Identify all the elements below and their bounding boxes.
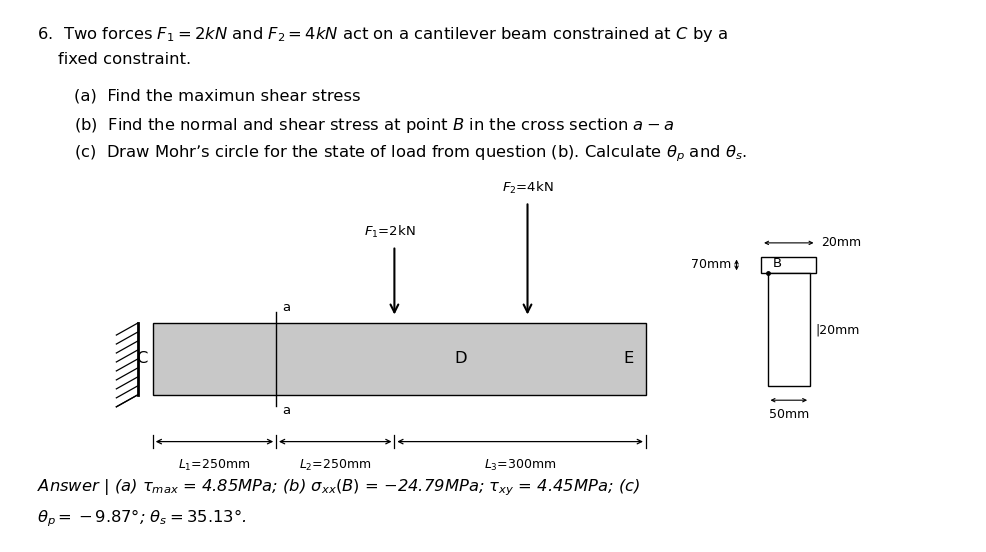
Text: $F_2$=4kN: $F_2$=4kN	[502, 180, 553, 196]
Text: C: C	[136, 351, 148, 367]
Text: $\theta_p = -9.87°$; $\theta_s = 35.13°$.: $\theta_p = -9.87°$; $\theta_s = 35.13°$…	[37, 508, 246, 529]
Text: $L_1$=250mm: $L_1$=250mm	[178, 458, 250, 473]
Text: 6.  Two forces $F_1 = 2kN$ and $F_2 = 4kN$ act on a cantilever beam constrained : 6. Two forces $F_1 = 2kN$ and $F_2 = 4kN…	[37, 25, 729, 44]
Bar	[768, 273, 810, 386]
Bar	[761, 257, 816, 273]
Text: D: D	[455, 351, 467, 367]
Text: |20mm: |20mm	[814, 323, 860, 336]
Text: $Answer$ | (a) $\tau_{max}$ = 4.85$MPa$; (b) $\sigma_{xx}(B)$ = $-$24.79$MPa$; $: $Answer$ | (a) $\tau_{max}$ = 4.85$MPa$;…	[37, 477, 641, 498]
Text: 50mm: 50mm	[769, 408, 809, 422]
Text: B: B	[773, 257, 782, 270]
Text: (a)  Find the maximun shear stress: (a) Find the maximun shear stress	[74, 88, 361, 103]
Text: a: a	[282, 301, 290, 314]
Text: E: E	[624, 351, 634, 367]
Text: $F_1$=2kN: $F_1$=2kN	[364, 224, 415, 240]
Text: 70mm: 70mm	[691, 258, 732, 272]
Bar	[153, 323, 646, 395]
Text: 20mm: 20mm	[821, 236, 862, 250]
Text: a: a	[282, 404, 290, 417]
Text: (b)  Find the normal and shear stress at point $B$ in the cross section $a - a$: (b) Find the normal and shear stress at …	[74, 116, 674, 135]
Text: fixed constraint.: fixed constraint.	[37, 52, 191, 67]
Text: (c)  Draw Mohr’s circle for the state of load from question (b). Calculate $\the: (c) Draw Mohr’s circle for the state of …	[74, 144, 746, 164]
Text: $L_2$=250mm: $L_2$=250mm	[299, 458, 372, 473]
Text: $L_3$=300mm: $L_3$=300mm	[484, 458, 556, 473]
